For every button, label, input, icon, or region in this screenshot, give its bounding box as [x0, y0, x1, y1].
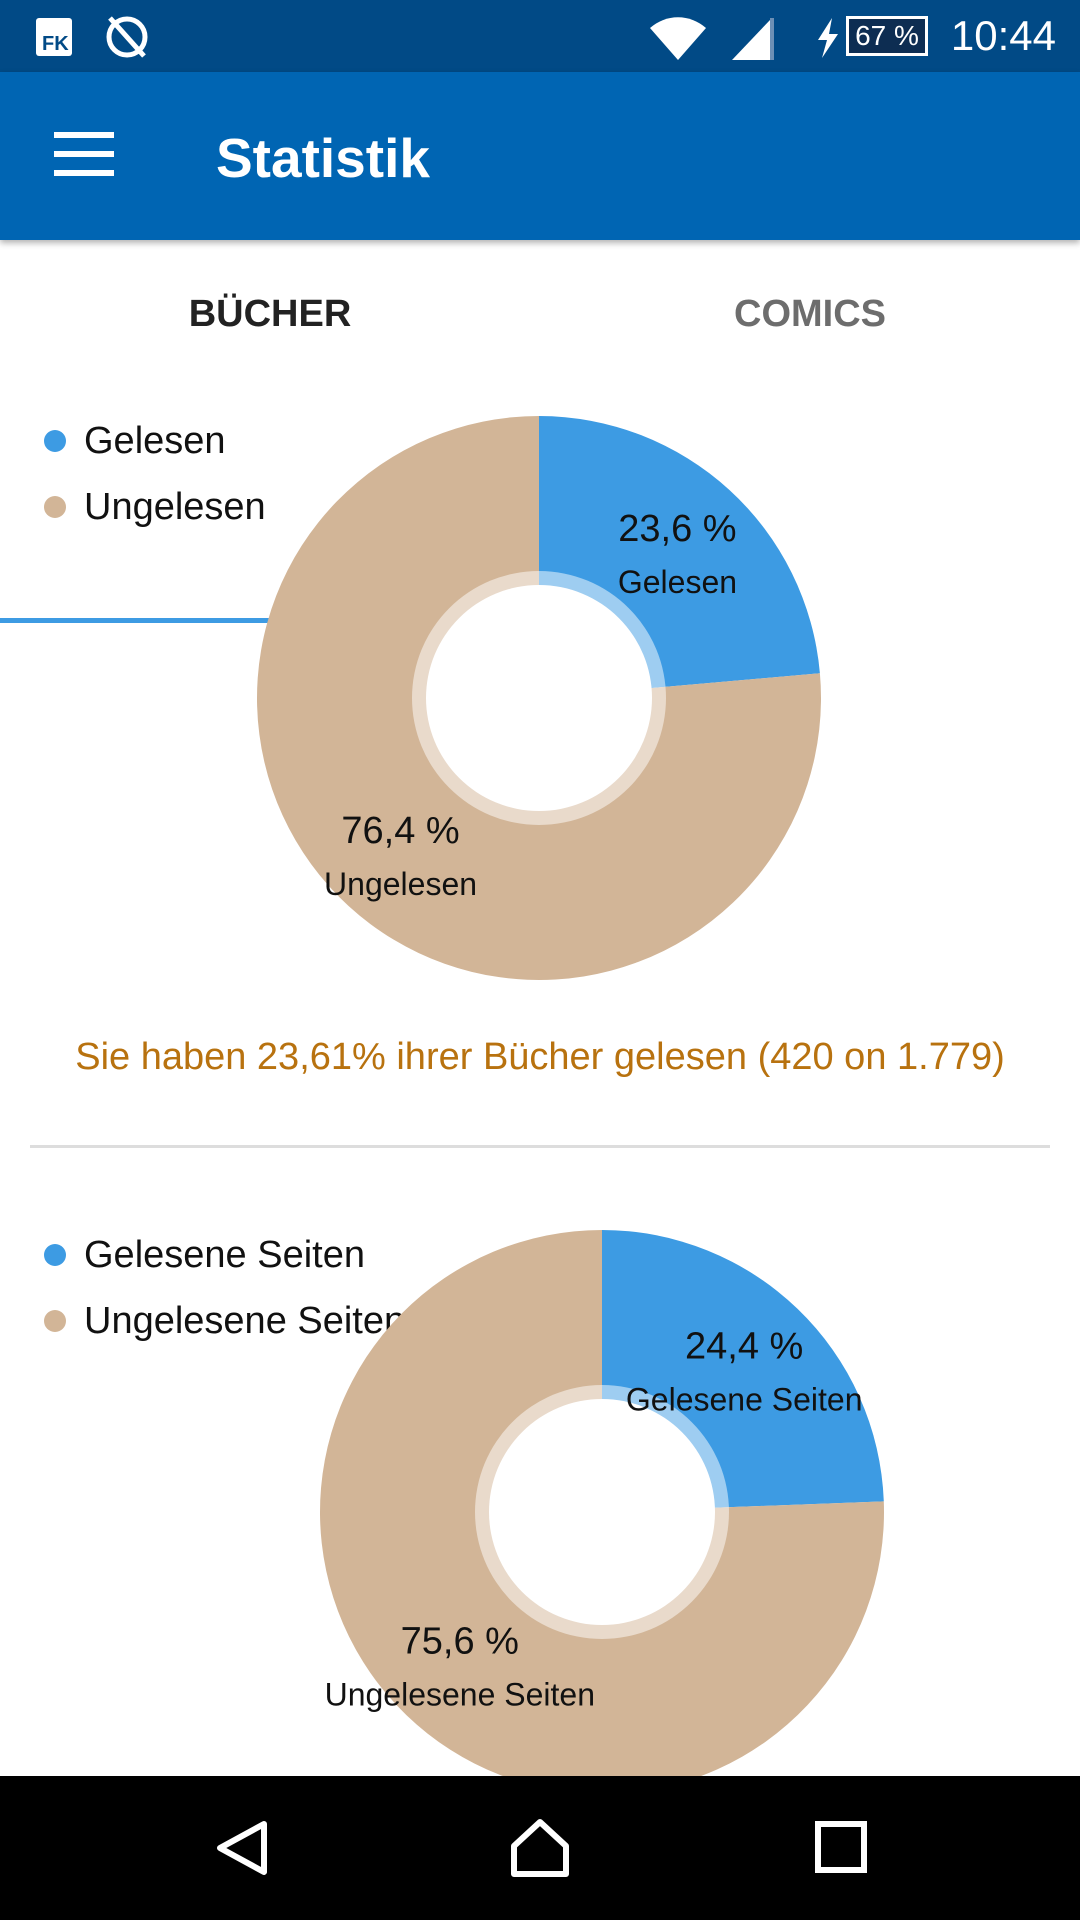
- books-read-message: Sie haben 23,61% ihrer Bücher gelesen (4…: [75, 1036, 1005, 1078]
- slice-value-label: 24,4 %: [685, 1325, 803, 1367]
- legend-label: Ungelesen: [84, 485, 266, 528]
- tab-comics[interactable]: COMICS: [734, 293, 886, 335]
- status-bar: FK 67 % 10:44: [0, 0, 1080, 72]
- slice-name-label: Ungelesene Seiten: [325, 1677, 595, 1713]
- read-dot-icon: [44, 430, 66, 452]
- slice-name-label: Ungelesen: [324, 866, 477, 902]
- back-icon[interactable]: [212, 1818, 272, 1878]
- donut-hole: [426, 585, 652, 811]
- unread-dot-icon: [44, 496, 66, 518]
- tab-buecher[interactable]: BÜCHER: [188, 293, 352, 335]
- slice-value-label: 23,6 %: [618, 508, 736, 550]
- unread-dot-icon: [44, 1310, 66, 1332]
- navigation-bar: [0, 1776, 1080, 1920]
- page-title: Statistik: [216, 127, 430, 189]
- clock: 10:44: [950, 12, 1056, 59]
- tab-bar: BÜCHER COMICS: [0, 240, 1080, 623]
- wifi-icon: [650, 17, 706, 60]
- divider: [30, 1145, 1050, 1148]
- slice-name-label: Gelesen: [618, 564, 737, 600]
- read-dot-icon: [44, 1244, 66, 1266]
- pie-slice-unread: [320, 1230, 884, 1776]
- slice-value-label: 75,6 %: [401, 1621, 519, 1663]
- pages-donut-chart: 24,4 % Gelesene Seiten 75,6 % Ungelesene Se…: [320, 1230, 884, 1776]
- charging-icon: [818, 18, 838, 58]
- books-donut-chart: 23,6 % Gelesen 76,4 % Ungelesen: [256, 416, 821, 980]
- slice-name-label: Gelesene Seiten: [626, 1381, 863, 1417]
- legend-item: Ungelesene Seiten: [44, 1288, 405, 1354]
- signal-icon: [732, 18, 774, 60]
- home-icon[interactable]: [508, 1818, 572, 1878]
- slice-value-label: 76,4 %: [341, 810, 459, 852]
- legend-label: Ungelesene Seiten: [84, 1299, 406, 1342]
- menu-icon[interactable]: [54, 132, 114, 176]
- fk-app-icon: FK: [36, 18, 72, 56]
- chart2-legend: Gelesene Seiten Ungelesene Seiten: [44, 1222, 405, 1354]
- donut-hole: [489, 1399, 715, 1625]
- chart1-legend: Gelesen Ungelesen: [44, 408, 266, 540]
- statistics-content: Gelesen Ungelesen 23,6 % Gelesen 76,4 % Ung…: [0, 383, 1080, 1776]
- battery-indicator: 67 %: [846, 16, 928, 56]
- svg-text:FK: FK: [42, 33, 69, 55]
- legend-label: Gelesen: [84, 419, 226, 462]
- legend-item: Ungelesen: [44, 474, 266, 540]
- legend-item: Gelesen: [44, 408, 266, 474]
- legend-item: Gelesene Seiten: [44, 1222, 405, 1288]
- app-bar: Statistik: [0, 72, 1080, 240]
- recents-icon[interactable]: [812, 1818, 872, 1878]
- no-network-icon: [106, 16, 148, 58]
- legend-label: Gelesene Seiten: [84, 1233, 365, 1276]
